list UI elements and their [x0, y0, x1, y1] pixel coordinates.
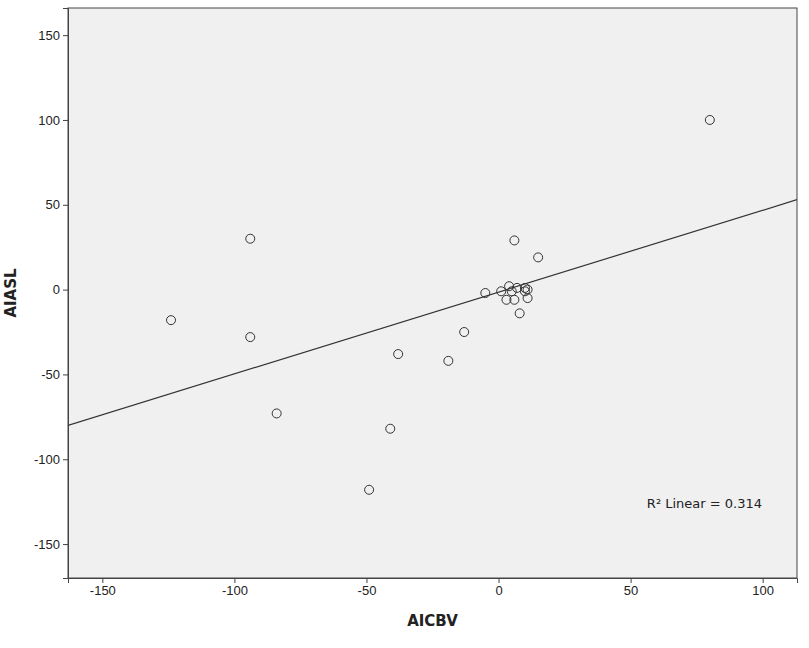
marks	[68, 115, 797, 494]
tick: 100	[38, 113, 68, 128]
tick-label: 150	[38, 28, 60, 43]
tick-mark	[63, 374, 68, 375]
tick-mark	[63, 459, 68, 460]
tick-label: -50	[41, 367, 60, 382]
point	[510, 295, 519, 304]
tick-label: -150	[90, 583, 116, 598]
plot-frame	[68, 8, 797, 578]
tick: 0	[53, 282, 68, 297]
point	[523, 294, 532, 303]
tick-label: -50	[358, 583, 377, 598]
y-axis: -150 -100 -50 0 50 100 150	[34, 9, 69, 579]
y-axis-title: AIASL	[2, 268, 20, 318]
tick-label: 50	[46, 197, 60, 212]
tick: 150	[38, 28, 68, 43]
tick-label: 100	[38, 113, 60, 128]
tick-label: -150	[34, 537, 60, 552]
tick-label: -100	[34, 452, 60, 467]
tick-mark	[63, 205, 68, 206]
tick: 0	[495, 578, 502, 598]
tick: 100	[752, 578, 774, 598]
chart: -150 -100 -50 0 50 100 -150 -100 -50 0 50 100 150 R² …	[0, 0, 809, 648]
tick-label: 0	[495, 583, 502, 598]
tick-label: 50	[624, 583, 638, 598]
tick-mark	[63, 290, 68, 291]
point	[705, 115, 714, 124]
tick-label: 100	[752, 583, 774, 598]
tick: 50	[624, 578, 638, 598]
axis-line	[63, 9, 69, 579]
fit-line	[68, 200, 797, 426]
point	[481, 289, 490, 298]
point	[365, 485, 374, 494]
point	[386, 424, 395, 433]
tick: 50	[46, 197, 68, 212]
x-axis: -150 -100 -50 0 50 100	[69, 578, 798, 598]
point	[515, 309, 524, 318]
point	[246, 234, 255, 243]
tick-mark	[63, 120, 68, 121]
point	[534, 253, 543, 262]
tick: -100	[34, 452, 68, 467]
tick-label: -100	[222, 583, 248, 598]
point	[167, 316, 176, 325]
point	[520, 283, 529, 292]
point	[460, 328, 469, 337]
point	[246, 333, 255, 342]
axis-line	[69, 579, 798, 584]
point	[510, 236, 519, 245]
plot: -150 -100 -50 0 50 100 -150 -100 -50 0 50 100 150 R² …	[34, 8, 798, 598]
tick: -150	[90, 578, 116, 598]
point	[444, 356, 453, 365]
tick: -50	[41, 367, 68, 382]
tick-mark	[63, 544, 68, 545]
point	[394, 350, 403, 359]
tick-label: 0	[53, 282, 60, 297]
point	[497, 287, 506, 296]
tick-mark	[63, 35, 68, 36]
annotation: R² Linear = 0.314	[647, 496, 762, 511]
tick: -50	[358, 578, 377, 598]
tick: -150	[34, 537, 68, 552]
point	[272, 409, 281, 418]
x-axis-title: AICBV	[407, 612, 458, 630]
tick: -100	[222, 578, 248, 598]
